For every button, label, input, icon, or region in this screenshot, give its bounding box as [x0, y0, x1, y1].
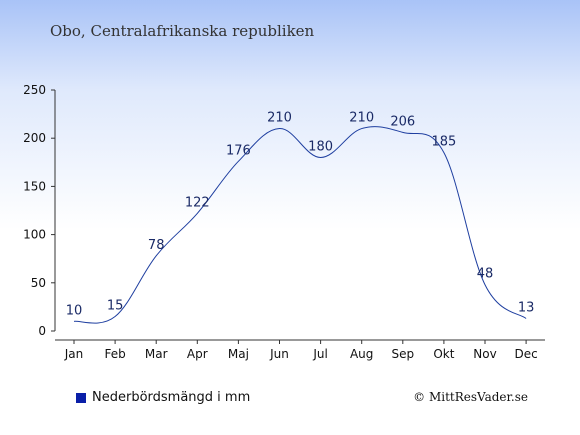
data-label: 206	[390, 114, 415, 129]
y-tick-label: 150	[23, 179, 46, 193]
y-tick-label: 50	[31, 276, 46, 290]
data-label: 176	[226, 143, 251, 158]
data-label: 210	[349, 111, 374, 126]
x-tick-label: Jul	[312, 347, 327, 361]
data-label: 48	[477, 267, 494, 282]
legend-label: Nederbördsmängd i mm	[92, 390, 251, 405]
data-label: 10	[66, 303, 83, 318]
x-tick-label: Aug	[350, 347, 373, 361]
x-axis: Jan Feb Mar Apr Maj Jun Jul Aug Sep Okt Nov Dec	[55, 339, 545, 361]
y-axis: 0 50 100 150 200 250	[23, 83, 56, 338]
data-label: 185	[431, 135, 456, 150]
x-tick-label: Feb	[104, 347, 125, 361]
data-label: 180	[308, 139, 333, 154]
x-tick-label: Nov	[473, 347, 496, 361]
credit: © MittResVader.se	[413, 390, 528, 404]
y-tick-label: 200	[23, 131, 46, 145]
x-tick-label: Jan	[64, 347, 84, 361]
x-tick-label: Sep	[391, 347, 414, 361]
data-label: 78	[148, 238, 165, 253]
data-label: 122	[185, 195, 210, 210]
chart-title: Obo, Centralafrikanska republiken	[50, 22, 315, 40]
y-tick-label: 250	[23, 83, 46, 97]
data-labels: 10 15 78 122 176 210 180 210 206 185 48 13	[66, 111, 535, 319]
data-label: 210	[267, 111, 292, 126]
legend-swatch	[76, 392, 86, 403]
x-tick-label: Dec	[514, 347, 537, 361]
y-tick-label: 100	[23, 228, 46, 242]
data-label: 13	[518, 300, 535, 315]
precipitation-series-line	[73, 126, 527, 324]
x-tick-label: Okt	[433, 347, 454, 361]
x-tick-label: Jun	[269, 347, 289, 361]
y-tick-label: 0	[38, 324, 46, 338]
legend: Nederbördsmängd i mm	[76, 390, 250, 405]
x-tick-label: Maj	[228, 347, 249, 361]
x-tick-label: Apr	[187, 347, 208, 361]
data-label: 15	[107, 299, 124, 314]
x-tick-label: Mar	[145, 347, 168, 361]
